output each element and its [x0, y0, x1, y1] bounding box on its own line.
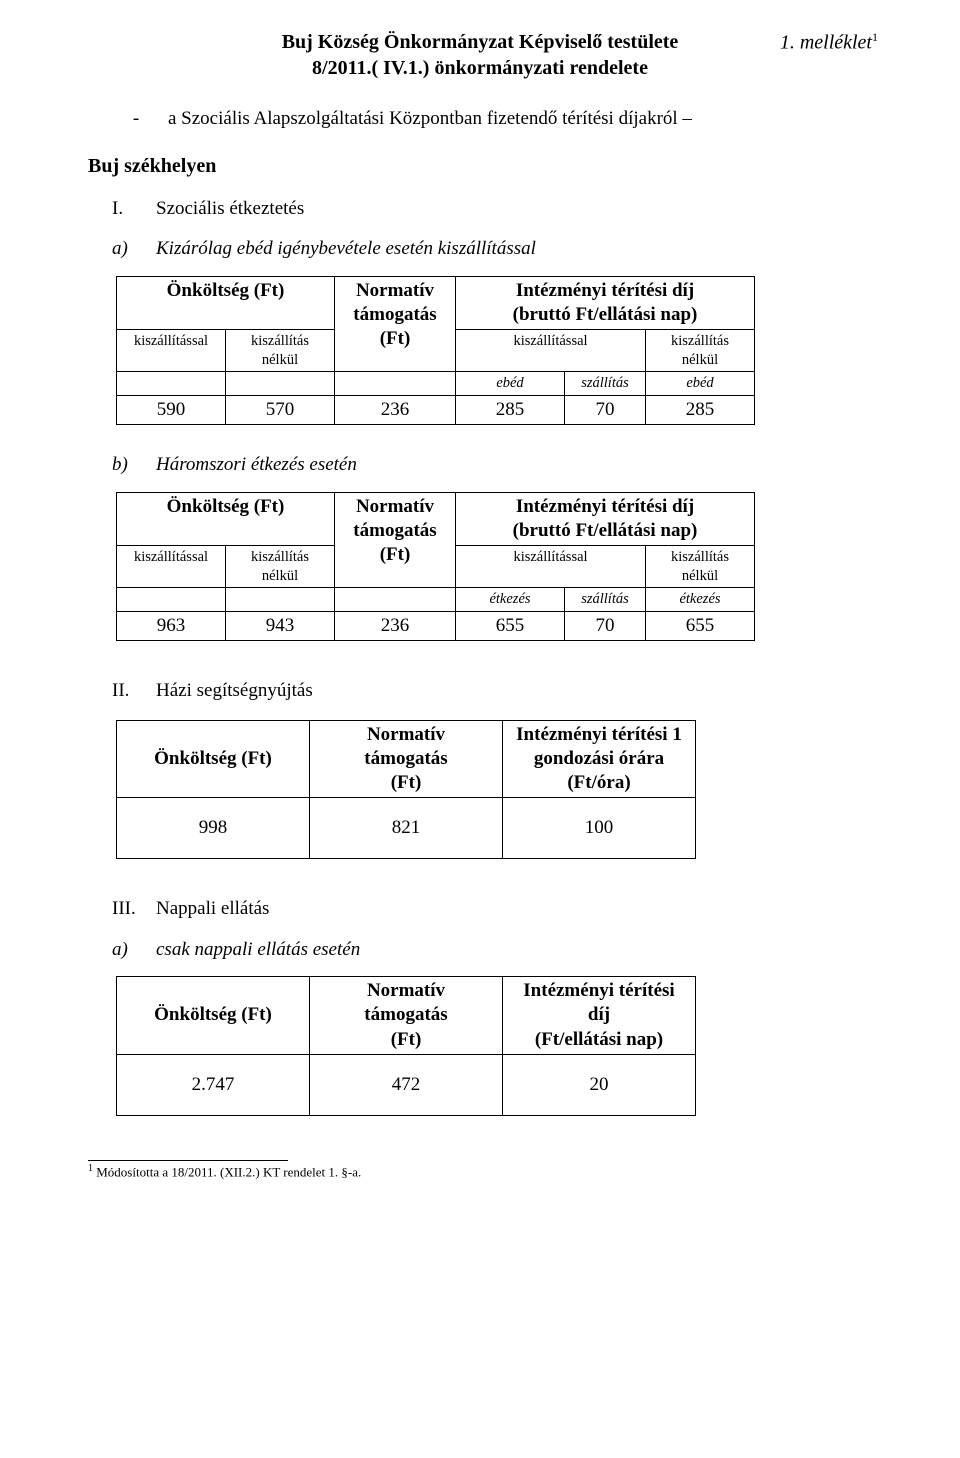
ta-h-kisz3: kiszállítással: [456, 330, 646, 372]
table-d: Önköltség (Ft) Normatív támogatás (Ft) I…: [116, 976, 696, 1116]
tb-r1: 943: [226, 611, 335, 640]
tb-h-kisz3: kiszállítással: [456, 546, 646, 588]
section-1b-num: b): [88, 453, 156, 477]
tb-r3: 655: [456, 611, 565, 640]
td-h0: Önköltség (Ft): [117, 977, 310, 1055]
td-r2: 20: [503, 1055, 696, 1116]
appendix-label: 1. melléklet1: [780, 30, 878, 56]
section-3a-title: csak nappali ellátás esetén: [156, 938, 360, 962]
tb-h-kisz1: kiszállítással: [117, 546, 226, 588]
section-3: III. Nappali ellátás: [88, 897, 872, 921]
section-2: II. Házi segítségnyújtás: [88, 679, 872, 703]
tc-r2: 100: [503, 798, 696, 859]
tc-h1: Normatív támogatás (Ft): [310, 720, 503, 798]
tc-r0: 998: [117, 798, 310, 859]
ta-r1: 570: [226, 395, 335, 424]
subtitle-text: a Szociális Alapszolgáltatási Központban…: [150, 107, 692, 131]
tb-r2: 236: [335, 611, 456, 640]
section-1a-num: a): [88, 237, 156, 261]
td-h1: Normatív támogatás (Ft): [310, 977, 503, 1055]
table-a: Önköltség (Ft) Normatív támogatás (Ft) I…: [116, 276, 755, 426]
ta-r3: 285: [456, 395, 565, 424]
tb-h-intezmenyi: Intézményi térítési díj (bruttó Ft/ellát…: [456, 492, 755, 546]
section-3a-num: a): [88, 938, 156, 962]
ta-r0: 590: [117, 395, 226, 424]
subtitle-row: - a Szociális Alapszolgáltatási Központb…: [88, 107, 872, 131]
tb-r4: 70: [565, 611, 646, 640]
section-3a: a) csak nappali ellátás esetén: [88, 938, 872, 962]
tb-h-normativ: Normatív támogatás (Ft): [335, 492, 456, 588]
section-1-title: Szociális étkeztetés: [156, 197, 304, 221]
tb-sub-szallitas: szállítás: [565, 588, 646, 612]
tb-sub-etk2: étkezés: [646, 588, 755, 612]
location-label: Buj székhelyen: [88, 154, 872, 180]
section-1b-title: Háromszori étkezés esetén: [156, 453, 357, 477]
ta-r2: 236: [335, 395, 456, 424]
section-2-title: Házi segítségnyújtás: [156, 679, 313, 703]
appendix-sup: 1: [872, 30, 878, 44]
ta-h-intezmenyi: Intézményi térítési díj (bruttó Ft/ellát…: [456, 276, 755, 330]
ta-h-kisz2: kiszállítás nélkül: [226, 330, 335, 372]
tb-h-kisz4: kiszállítás nélkül: [646, 546, 755, 588]
ta-sub-szallitas: szállítás: [565, 372, 646, 396]
td-r1: 472: [310, 1055, 503, 1116]
table-b: Önköltség (Ft) Normatív támogatás (Ft) I…: [116, 492, 755, 642]
ta-r5: 285: [646, 395, 755, 424]
footnote-text: Módosította a 18/2011. (XII.2.) KT rende…: [93, 1164, 361, 1179]
tb-r5: 655: [646, 611, 755, 640]
footnote: 1 Módosította a 18/2011. (XII.2.) KT ren…: [88, 1163, 872, 1181]
footnote-rule: [88, 1160, 288, 1161]
ta-h-onkoltseg: Önköltség (Ft): [117, 276, 335, 330]
td-r0: 2.747: [117, 1055, 310, 1116]
title-line-1: Buj Község Önkormányzat Képviselő testül…: [88, 30, 872, 56]
section-2-num: II.: [88, 679, 156, 703]
tc-r1: 821: [310, 798, 503, 859]
tc-h0: Önköltség (Ft): [117, 720, 310, 798]
ta-r4: 70: [565, 395, 646, 424]
section-1a-title: Kizárólag ebéd igénybevétele esetén kisz…: [156, 237, 536, 261]
tb-r0: 963: [117, 611, 226, 640]
ta-sub-ebed: ebéd: [456, 372, 565, 396]
ta-sub-ebed2: ebéd: [646, 372, 755, 396]
td-h2: Intézményi térítési díj (Ft/ellátási nap…: [503, 977, 696, 1055]
tb-sub-etk: étkezés: [456, 588, 565, 612]
ta-h-kisz1: kiszállítással: [117, 330, 226, 372]
tb-h-kisz2: kiszállítás nélkül: [226, 546, 335, 588]
table-c: Önköltség (Ft) Normatív támogatás (Ft) I…: [116, 720, 696, 860]
dash-bullet: -: [88, 107, 150, 131]
section-3-num: III.: [88, 897, 156, 921]
section-1: I. Szociális étkeztetés: [88, 197, 872, 221]
page-header: 1. melléklet1 Buj Község Önkormányzat Ké…: [88, 30, 872, 81]
title-line-2: 8/2011.( IV.1.) önkormányzati rendelete: [88, 56, 872, 82]
section-1-num: I.: [88, 197, 156, 221]
tb-h-onkoltseg: Önköltség (Ft): [117, 492, 335, 546]
section-3-title: Nappali ellátás: [156, 897, 269, 921]
ta-h-normativ: Normatív támogatás (Ft): [335, 276, 456, 372]
section-1a: a) Kizárólag ebéd igénybevétele esetén k…: [88, 237, 872, 261]
ta-h-kisz4: kiszállítás nélkül: [646, 330, 755, 372]
tc-h2: Intézményi térítési 1 gondozási órára (F…: [503, 720, 696, 798]
appendix-text: 1. melléklet: [780, 32, 872, 54]
section-1b: b) Háromszori étkezés esetén: [88, 453, 872, 477]
